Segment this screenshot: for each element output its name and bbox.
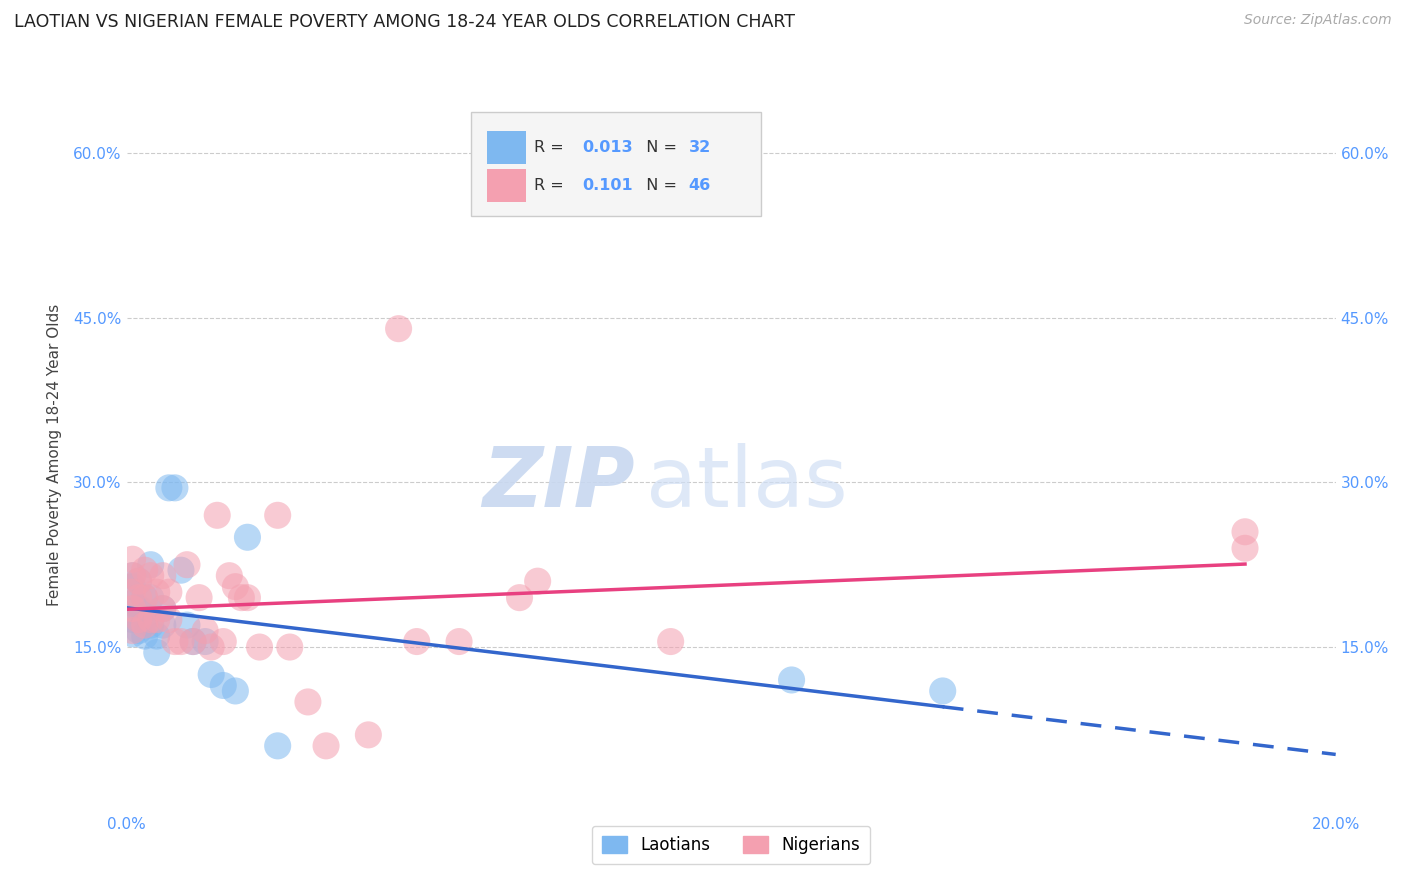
Point	[200, 667, 222, 681]
Point	[152, 601, 174, 615]
Point	[224, 684, 246, 698]
Point	[134, 591, 156, 605]
Point	[146, 585, 169, 599]
Point	[315, 739, 337, 753]
Text: R =: R =	[534, 178, 574, 193]
Point	[932, 684, 955, 698]
Point	[1234, 541, 1257, 556]
Point	[134, 591, 156, 605]
Legend: Laotians, Nigerians: Laotians, Nigerians	[592, 826, 870, 864]
Point	[157, 481, 180, 495]
Point	[200, 640, 222, 654]
Point	[212, 678, 235, 692]
Point	[205, 508, 228, 523]
Text: Source: ZipAtlas.com: Source: ZipAtlas.com	[1244, 13, 1392, 28]
Point	[163, 634, 186, 648]
Point	[267, 739, 290, 753]
Point	[780, 673, 803, 687]
Y-axis label: Female Poverty Among 18-24 Year Olds: Female Poverty Among 18-24 Year Olds	[46, 304, 62, 606]
Text: N =: N =	[636, 140, 682, 155]
Text: R =: R =	[534, 140, 569, 155]
Text: atlas: atlas	[647, 443, 848, 524]
Point	[128, 601, 150, 615]
Point	[139, 558, 162, 572]
Point	[128, 613, 150, 627]
Text: 0.013: 0.013	[582, 140, 633, 155]
Text: 0.101: 0.101	[582, 178, 633, 193]
Point	[128, 591, 150, 605]
FancyBboxPatch shape	[486, 131, 526, 164]
Point	[121, 580, 143, 594]
Text: 46: 46	[689, 178, 711, 193]
Point	[509, 591, 531, 605]
Point	[388, 321, 411, 335]
Point	[357, 728, 380, 742]
Point	[157, 585, 180, 599]
Text: N =: N =	[636, 178, 682, 193]
Point	[128, 624, 150, 638]
Point	[128, 574, 150, 589]
Point	[134, 618, 156, 632]
Text: ZIP: ZIP	[482, 443, 634, 524]
Point	[139, 591, 162, 605]
Point	[236, 530, 259, 544]
Point	[152, 618, 174, 632]
Point	[170, 634, 193, 648]
Point	[134, 563, 156, 577]
Point	[128, 613, 150, 627]
Point	[157, 613, 180, 627]
Point	[176, 618, 198, 632]
Point	[152, 568, 174, 582]
Point	[134, 613, 156, 627]
Point	[121, 613, 143, 627]
Text: LAOTIAN VS NIGERIAN FEMALE POVERTY AMONG 18-24 YEAR OLDS CORRELATION CHART: LAOTIAN VS NIGERIAN FEMALE POVERTY AMONG…	[14, 13, 794, 31]
FancyBboxPatch shape	[486, 169, 526, 202]
Point	[236, 591, 259, 605]
Point	[218, 568, 240, 582]
Point	[139, 613, 162, 627]
Point	[121, 624, 143, 638]
Point	[139, 618, 162, 632]
Point	[231, 591, 253, 605]
Point	[176, 558, 198, 572]
Point	[447, 634, 470, 648]
Point	[181, 634, 204, 648]
Point	[152, 601, 174, 615]
Point	[526, 574, 548, 589]
Point	[121, 568, 143, 582]
Point	[121, 552, 143, 566]
Point	[278, 640, 301, 654]
Point	[146, 629, 169, 643]
Point	[659, 634, 682, 648]
Point	[212, 634, 235, 648]
Point	[134, 629, 156, 643]
Point	[146, 613, 169, 627]
Point	[297, 695, 319, 709]
Point	[121, 601, 143, 615]
Point	[249, 640, 271, 654]
Point	[121, 627, 143, 641]
FancyBboxPatch shape	[471, 112, 762, 216]
Point	[170, 563, 193, 577]
Point	[224, 580, 246, 594]
Point	[267, 508, 290, 523]
Point	[405, 634, 427, 648]
Point	[194, 624, 217, 638]
Text: 32: 32	[689, 140, 711, 155]
Point	[188, 591, 211, 605]
Point	[1234, 524, 1257, 539]
Point	[146, 646, 169, 660]
Point	[121, 585, 143, 599]
Point	[181, 634, 204, 648]
Point	[163, 481, 186, 495]
Point	[194, 634, 217, 648]
Point	[121, 596, 143, 610]
Point	[128, 574, 150, 589]
Point	[121, 568, 143, 582]
Point	[139, 568, 162, 582]
